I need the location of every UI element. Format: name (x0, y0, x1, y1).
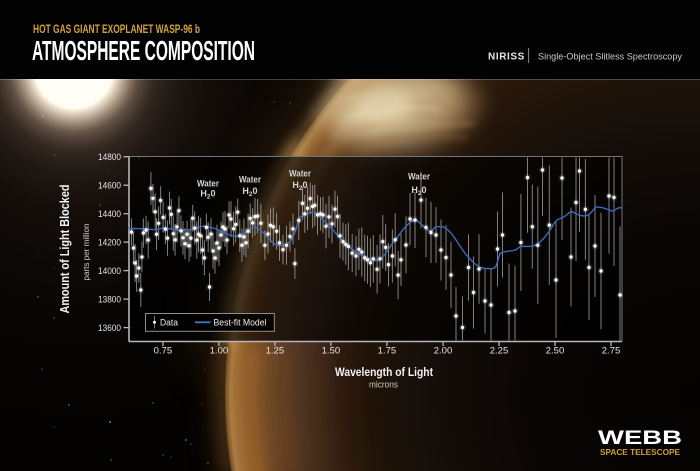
svg-text:2.25: 2.25 (490, 346, 509, 357)
svg-text:SPACE TELESCOPE: SPACE TELESCOPE (600, 447, 680, 457)
svg-text:Water: Water (289, 168, 311, 178)
svg-text:13800: 13800 (98, 295, 121, 305)
svg-text:H20: H20 (292, 180, 307, 192)
svg-text:1.50: 1.50 (322, 346, 341, 357)
svg-text:14800: 14800 (98, 152, 121, 162)
svg-text:H20: H20 (242, 186, 257, 198)
svg-text:microns: microns (369, 380, 398, 390)
svg-text:1.25: 1.25 (266, 346, 285, 357)
svg-text:13600: 13600 (98, 323, 121, 333)
svg-text:1.75: 1.75 (378, 346, 397, 357)
svg-text:14600: 14600 (98, 181, 121, 191)
svg-text:Wavelength of Light: Wavelength of Light (335, 367, 433, 379)
svg-text:14000: 14000 (98, 266, 121, 276)
svg-text:H20: H20 (200, 189, 215, 201)
svg-text:14400: 14400 (98, 209, 121, 219)
svg-text:WEBB: WEBB (598, 427, 682, 449)
svg-text:Amount of Light Blocked: Amount of Light Blocked (58, 185, 72, 314)
svg-text:14200: 14200 (98, 238, 121, 248)
svg-text:Best-fit Model: Best-fit Model (214, 318, 267, 329)
svg-text:parts per million: parts per million (81, 223, 91, 280)
svg-text:Data: Data (160, 318, 179, 329)
svg-text:1.00: 1.00 (210, 346, 229, 357)
svg-text:Single-Object Slitless Spectro: Single-Object Slitless Spectroscopy (538, 52, 682, 63)
svg-text:0.75: 0.75 (154, 346, 173, 357)
svg-text:NIRISS: NIRISS (488, 52, 525, 63)
svg-text:ATMOSPHERE COMPOSITION: ATMOSPHERE COMPOSITION (32, 35, 255, 66)
svg-text:2.75: 2.75 (602, 346, 621, 357)
svg-text:HOT GAS GIANT EXOPLANET WASP-9: HOT GAS GIANT EXOPLANET WASP-96 b (33, 24, 200, 36)
svg-text:2.50: 2.50 (546, 346, 565, 357)
svg-text:Water: Water (408, 172, 430, 182)
svg-text:Water: Water (197, 179, 219, 189)
svg-text:2.00: 2.00 (434, 346, 453, 357)
svg-text:Water: Water (239, 175, 261, 185)
